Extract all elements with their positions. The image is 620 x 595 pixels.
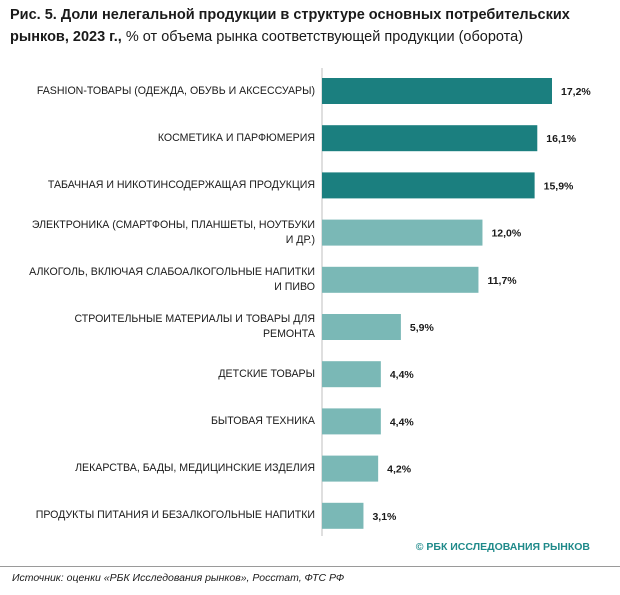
- chart-title-bold: Рис. 5. Доли нелегальной продукции в стр…: [10, 7, 570, 45]
- bar: [322, 361, 381, 388]
- category-label: АЛКОГОЛЬ, ВКЛЮЧАЯ СЛАБОАЛКОГОЛЬНЫЕ НАПИТ…: [29, 265, 315, 293]
- divider: [0, 566, 620, 567]
- category-label: КОСМЕТИКА И ПАРФЮМЕРИЯ: [157, 131, 315, 144]
- chart-title: Рис. 5. Доли нелегальной продукции в стр…: [10, 4, 610, 48]
- bar: [322, 266, 479, 293]
- data-label: 4,4%: [390, 369, 415, 381]
- data-label: 5,9%: [410, 322, 435, 334]
- category-label: ЭЛЕКТРОНИКА (СМАРТФОНЫ, ПЛАНШЕТЫ, НОУТБУ…: [31, 218, 315, 246]
- category-label: ПРОДУКТЫ ПИТАНИЯ И БЕЗАЛКОГОЛЬНЫЕ НАПИТК…: [35, 509, 315, 522]
- bar: [322, 78, 552, 104]
- bar: [322, 314, 401, 340]
- bar: [322, 502, 364, 529]
- bar: [322, 455, 379, 482]
- data-label: 11,7%: [487, 275, 517, 287]
- category-label: ЛЕКАРСТВА, БАДЫ, МЕДИЦИНСКИЕ ИЗДЕЛИЯ: [75, 462, 315, 475]
- data-label: 17,2%: [561, 86, 591, 98]
- category-label: ДЕТСКИЕ ТОВАРЫ: [218, 367, 315, 380]
- data-label: 4,2%: [387, 464, 412, 476]
- copyright-note: © РБК ИССЛЕДОВАНИЯ РЫНКОВ: [415, 541, 590, 553]
- category-label: СТРОИТЕЛЬНЫЕ МАТЕРИАЛЫ И ТОВАРЫ ДЛЯ РЕМО…: [74, 313, 315, 340]
- source-note: Источник: оценки «РБК Исследования рынко…: [12, 572, 345, 584]
- bar: [322, 408, 381, 435]
- chart-title-normal: % от объема рынка соответствующей продук…: [121, 29, 524, 45]
- category-label: ТАБАЧНАЯ И НИКОТИНСОДЕРЖАЩАЯ ПРОДУКЦИЯ: [47, 178, 315, 191]
- data-label: 3,1%: [372, 511, 397, 523]
- bar: [322, 125, 538, 152]
- bar: [322, 172, 535, 199]
- bar: [322, 219, 483, 246]
- data-label: 16,1%: [546, 133, 576, 145]
- data-label: 4,4%: [390, 416, 415, 428]
- category-label: FASHION-ТОВАРЫ (ОДЕЖДА, ОБУВЬ И АКСЕССУА…: [36, 84, 315, 97]
- data-label: 12,0%: [491, 228, 521, 240]
- category-label: БЫТОВАЯ ТЕХНИКА: [210, 414, 315, 427]
- data-label: 15,9%: [544, 180, 574, 192]
